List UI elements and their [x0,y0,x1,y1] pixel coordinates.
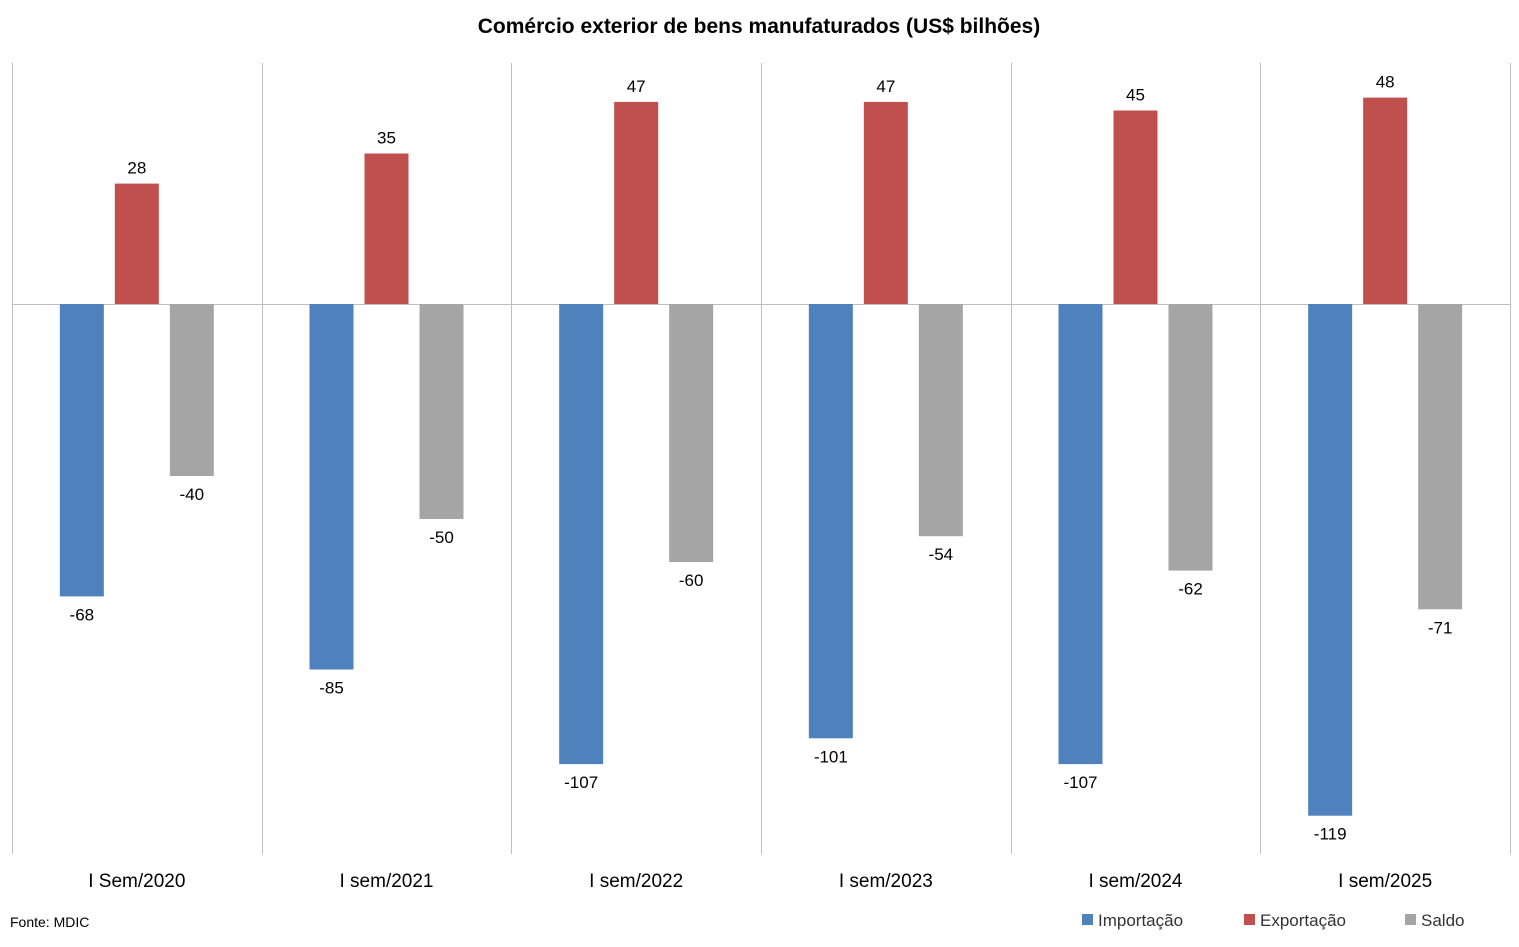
bar-importacao [59,304,104,597]
bar-importacao [808,304,853,739]
category-labels-layer: I Sem/2020 I sem/2021 I sem/2022 I sem/2023… [88,871,1432,892]
data-label-saldo: -54 [929,545,954,564]
data-label-importacao: -101 [814,747,848,766]
data-label-saldo: -71 [1428,618,1453,637]
data-labels-layer: -68 28 -40 -85 35 -50 -107 47 -60 -101 47 -54 -107 45… [70,73,1453,844]
bar-exportacao [114,183,159,304]
legend-swatch-importacao [1082,914,1093,925]
data-label-exportacao: 35 [377,129,396,148]
category-label: I sem/2022 [589,871,683,892]
data-label-saldo: -40 [180,485,205,504]
data-label-importacao: -119 [1314,825,1347,844]
data-label-importacao: -107 [1063,773,1097,792]
source-note: Fonte: MDIC [10,914,89,930]
category-label: I sem/2021 [340,871,434,892]
bar-importacao [309,304,354,670]
data-label-importacao: -68 [70,605,95,624]
data-label-saldo: -62 [1178,580,1203,599]
bars-layer [59,97,1463,816]
data-label-exportacao: 47 [627,77,646,96]
bar-exportacao [1363,97,1408,304]
data-label-importacao: -107 [564,773,598,792]
plot-frame [12,63,1511,854]
bar-importacao [1308,304,1353,816]
bar-saldo [918,304,963,537]
bar-exportacao [863,101,908,305]
chart-title: Comércio exterior de bens manufaturados … [478,15,1040,38]
legend-label-saldo: Saldo [1421,911,1464,930]
bar-saldo [419,304,464,519]
category-label: I sem/2025 [1338,871,1432,892]
bar-exportacao [614,101,659,305]
legend-swatch-saldo [1405,914,1416,925]
bar-saldo [169,304,214,476]
bar-saldo [669,304,714,562]
bar-saldo [1418,304,1463,610]
data-label-exportacao: 28 [127,159,146,178]
legend-label-exportacao: Exportação [1260,911,1346,930]
bar-exportacao [364,153,409,304]
category-label: I Sem/2020 [88,871,185,892]
bar-saldo [1168,304,1213,571]
data-label-importacao: -85 [319,679,344,698]
data-label-saldo: -50 [429,528,454,547]
data-label-exportacao: 48 [1376,73,1395,92]
data-label-exportacao: 45 [1126,86,1145,105]
bar-importacao [559,304,604,765]
category-label: I sem/2023 [839,871,933,892]
legend-label-importacao: Importação [1098,911,1183,930]
legend: Importação Exportação Saldo [1082,911,1464,930]
legend-swatch-exportacao [1244,914,1255,925]
data-label-exportacao: 47 [876,77,895,96]
category-label: I sem/2024 [1089,871,1183,892]
data-label-saldo: -60 [679,571,704,590]
bar-importacao [1058,304,1103,765]
bar-exportacao [1113,110,1158,304]
